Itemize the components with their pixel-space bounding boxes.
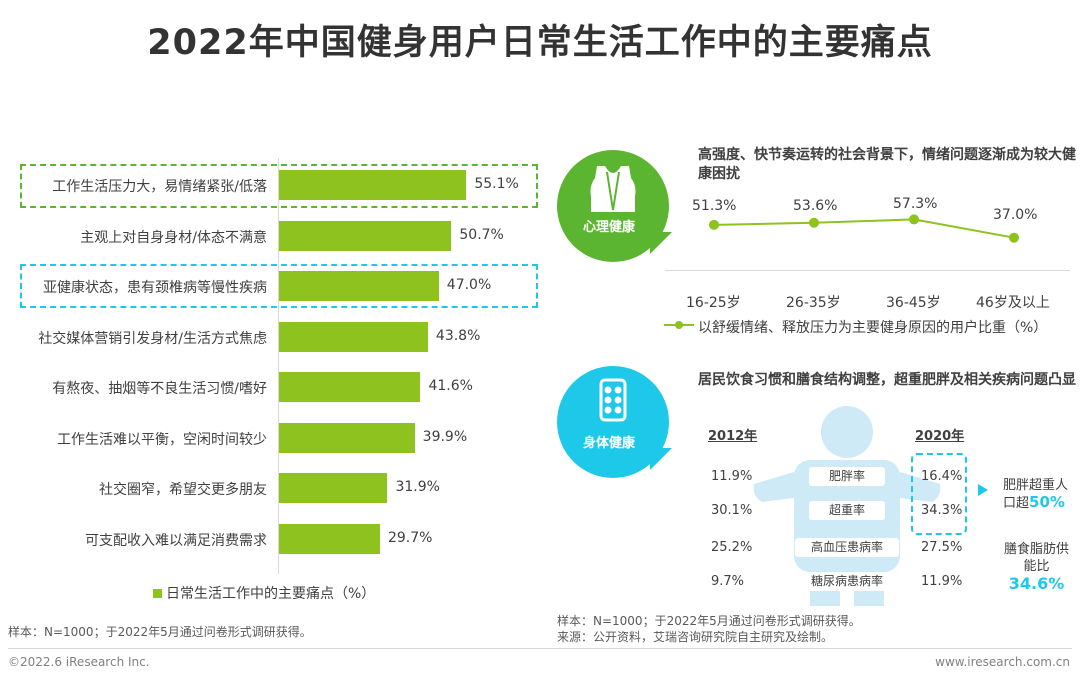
bar bbox=[279, 422, 415, 453]
line-series bbox=[713, 218, 1015, 239]
highlight-box-2 bbox=[20, 264, 538, 308]
metric-2012-value: 25.2% bbox=[711, 540, 753, 555]
obesity-callout-value: 50% bbox=[1029, 493, 1065, 511]
line-x-tick-label: 16-25岁 bbox=[686, 295, 741, 311]
right-sample-note: 样本：N=1000；于2022年5月通过问卷形式调研获得。 bbox=[557, 614, 861, 628]
pill-pack-icon bbox=[599, 378, 627, 422]
metric-2020-value: 27.5% bbox=[921, 540, 963, 555]
metric-2012-value: 9.7% bbox=[711, 574, 745, 589]
bar bbox=[279, 372, 421, 402]
year-2020-label: 2020年 bbox=[915, 429, 965, 444]
bar bbox=[279, 271, 439, 301]
bar-value-label: 55.1% bbox=[474, 176, 519, 192]
metric-label: 肥胖率 bbox=[809, 467, 885, 486]
bar-category-label: 有熬夜、抽烟等不良生活习惯/嗜好 bbox=[52, 381, 267, 397]
metric-label: 高血压患病率 bbox=[795, 538, 899, 557]
obesity-callout-line1: 肥胖超重人 bbox=[1003, 478, 1069, 493]
bar bbox=[279, 321, 428, 352]
bar-value-label: 50.7% bbox=[459, 226, 504, 243]
bar bbox=[279, 523, 380, 554]
body-health-badge: 身体健康 bbox=[583, 436, 636, 451]
fat-callout-value: 34.6% bbox=[1008, 574, 1065, 593]
line-point bbox=[809, 217, 819, 228]
line-x-tick-label: 36-45岁 bbox=[886, 295, 941, 311]
bar-category-label: 亚健康状态，患有颈椎病等慢性疾病 bbox=[43, 280, 267, 296]
body-section-title: 居民饮食习惯和膳食结构调整，超重肥胖及相关疾病问题凸显 bbox=[698, 372, 1076, 388]
emotion-line-chart bbox=[709, 214, 1019, 243]
fat-callout-line1: 膳食脂肪供 bbox=[1004, 542, 1070, 557]
psych-circle-tail bbox=[650, 232, 672, 254]
bar-category-label: 工作生活压力大，易情绪紧张/低落 bbox=[52, 179, 267, 195]
metric-label: 超重率 bbox=[809, 501, 885, 520]
line-point bbox=[709, 219, 719, 230]
body-health-circle: 身体健康 bbox=[557, 366, 669, 478]
line-value-label: 51.3% bbox=[692, 198, 737, 214]
bar-category-label: 主观上对自身身材/体态不满意 bbox=[80, 229, 267, 246]
bar-value-label: 31.9% bbox=[395, 479, 440, 495]
obesity-callout: 肥胖超重人 口超50% bbox=[1003, 477, 1068, 512]
line-legend-label: 以舒缓情绪、释放压力为主要健身原因的用户比重（%） bbox=[698, 320, 1048, 336]
line-point bbox=[1009, 232, 1019, 243]
vest-icon bbox=[590, 166, 636, 212]
bar bbox=[279, 473, 388, 503]
bar-value-label: 39.9% bbox=[422, 428, 468, 445]
metric-2020-value: 16.4% bbox=[921, 469, 963, 484]
bar-axis-line bbox=[278, 158, 279, 574]
bar-category-label: 社交媒体营销引发身材/生活方式焦虑 bbox=[38, 330, 267, 347]
callout-arrow-icon bbox=[978, 484, 988, 496]
psych-section-title: 高强度、快节奏运转的社会背景下，情绪问题逐渐成为较大健康困扰 bbox=[698, 147, 1076, 182]
left-sample-note: 样本：N=1000；于2022年5月通过问卷形式调研获得。 bbox=[8, 625, 312, 639]
line-point bbox=[909, 214, 919, 225]
psych-health-badge: 心理健康 bbox=[583, 220, 636, 235]
line-legend-swatch bbox=[664, 321, 694, 329]
fat-callout-line2: 能比 bbox=[1023, 559, 1050, 574]
bar-category-label: 工作生活难以平衡，空闲时间较少 bbox=[57, 431, 267, 448]
bar-legend-label: 日常生活工作中的主要痛点（%） bbox=[166, 586, 376, 602]
line-value-label: 37.0% bbox=[993, 207, 1038, 223]
page-title: 2022年中国健身用户日常生活工作中的主要痛点 bbox=[147, 23, 933, 63]
bar-category-label: 社交圈窄，希望交更多朋友 bbox=[99, 482, 267, 498]
metric-2020-value: 11.9% bbox=[921, 574, 963, 589]
bar-category-label: 可支配收入难以满足消费需求 bbox=[85, 532, 267, 549]
footer-copyright: ©2022.6 iResearch Inc. bbox=[8, 655, 150, 669]
bar bbox=[279, 220, 452, 251]
footer-website: www.iresearch.com.cn bbox=[935, 655, 1070, 669]
metric-2020-value: 34.3% bbox=[921, 503, 963, 518]
line-x-tick-label: 46岁及以上 bbox=[976, 295, 1050, 311]
bar-value-label: 47.0% bbox=[446, 277, 492, 293]
body-circle-tail bbox=[650, 448, 672, 470]
footer-divider bbox=[8, 648, 1072, 649]
highlight-box-1 bbox=[20, 164, 538, 208]
right-source-note: 来源：公开资料，艾瑞咨询研究院自主研究及绘制。 bbox=[557, 630, 834, 644]
metric-2012-value: 11.9% bbox=[711, 469, 753, 484]
bar-value-label: 41.6% bbox=[428, 378, 473, 394]
obesity-callout-line2: 口超50% bbox=[1003, 493, 1065, 512]
bar-value-label: 43.8% bbox=[435, 327, 481, 344]
line-value-label: 53.6% bbox=[793, 198, 838, 214]
year-2020-highlight-box bbox=[911, 453, 967, 535]
metric-label: 糖尿病患病率 bbox=[795, 572, 899, 591]
line-value-label: 57.3% bbox=[893, 196, 938, 212]
year-2012-label: 2012年 bbox=[708, 429, 758, 444]
line-axis-line bbox=[665, 270, 1070, 271]
fat-callout: 膳食脂肪供 能比 34.6% bbox=[1004, 541, 1069, 592]
bar-value-label: 29.7% bbox=[387, 529, 433, 546]
metric-2012-value: 30.1% bbox=[711, 503, 753, 518]
line-x-tick-label: 26-35岁 bbox=[786, 295, 841, 311]
bar bbox=[279, 170, 467, 200]
bar-legend-swatch bbox=[153, 589, 162, 598]
